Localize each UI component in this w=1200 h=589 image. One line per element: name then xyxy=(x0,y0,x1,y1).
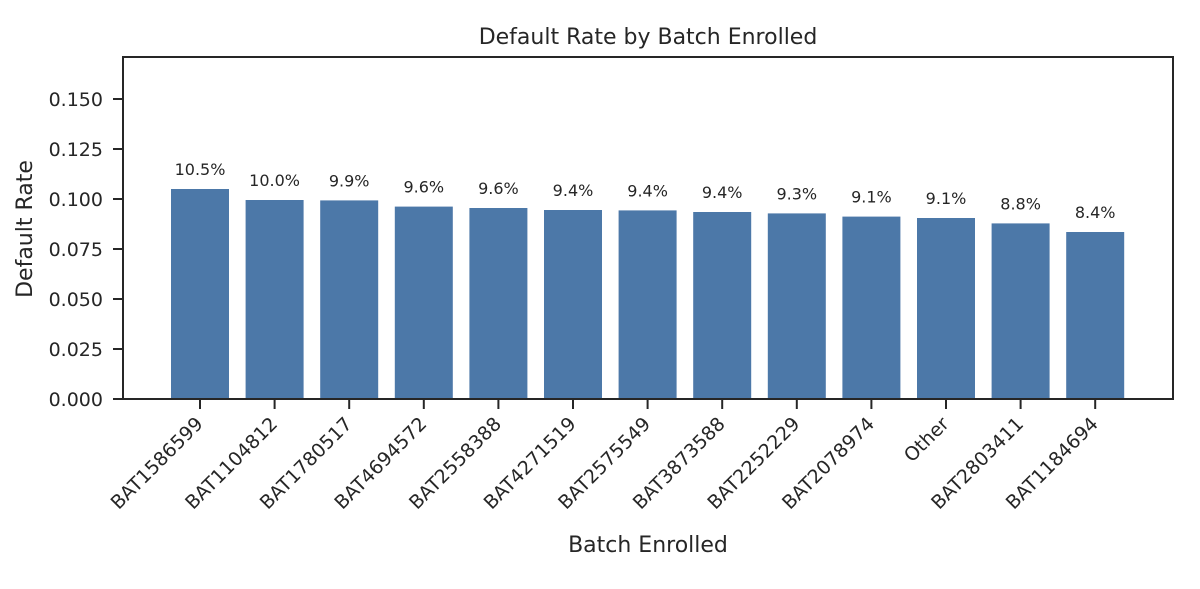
bar-3 xyxy=(320,200,379,399)
data-label-7: 9.4% xyxy=(627,181,668,200)
bar-7 xyxy=(618,210,677,399)
x-tick-label-11: Other xyxy=(900,413,954,467)
bar-12 xyxy=(991,223,1050,399)
y-axis-label: Default Rate xyxy=(13,160,38,298)
bar-8 xyxy=(693,212,752,399)
x-axis-label: Batch Enrolled xyxy=(568,533,728,558)
bar-6 xyxy=(544,210,602,399)
y-tick-label-4: 0.075 xyxy=(49,239,103,261)
y-tick-label-1: 0.000 xyxy=(49,389,103,411)
data-label-8: 9.4% xyxy=(702,183,743,202)
bar-1 xyxy=(171,189,229,399)
bar-11 xyxy=(917,218,975,399)
y-tick-label-7: 0.150 xyxy=(49,89,103,111)
data-label-11: 9.1% xyxy=(926,189,967,208)
bar-10 xyxy=(842,216,901,399)
bar-13 xyxy=(1066,232,1125,399)
data-label-10: 9.1% xyxy=(851,188,892,207)
data-label-4: 9.6% xyxy=(403,178,444,197)
y-tick-label-2: 0.025 xyxy=(49,339,103,361)
data-label-13: 8.4% xyxy=(1075,203,1116,222)
plot-area: 10.5%BAT158659910.0%BAT11048129.9%BAT178… xyxy=(49,56,1174,514)
y-tick-label-3: 0.050 xyxy=(49,289,103,311)
bar-9 xyxy=(767,213,826,399)
y-tick-label-5: 0.100 xyxy=(49,189,103,211)
data-label-9: 9.3% xyxy=(776,184,817,203)
y-tick-label-6: 0.125 xyxy=(49,139,103,161)
data-label-2: 10.0% xyxy=(249,171,300,190)
chart-title: Default Rate by Batch Enrolled xyxy=(479,25,818,50)
bar-5 xyxy=(469,208,528,399)
data-label-6: 9.4% xyxy=(553,181,594,200)
data-label-12: 8.8% xyxy=(1000,194,1041,213)
data-label-5: 9.6% xyxy=(478,179,519,198)
data-label-3: 9.9% xyxy=(329,171,370,190)
plot-frame xyxy=(122,56,1174,400)
bar-4 xyxy=(394,206,453,399)
bar-2 xyxy=(245,200,304,399)
data-label-1: 10.5% xyxy=(175,160,226,179)
